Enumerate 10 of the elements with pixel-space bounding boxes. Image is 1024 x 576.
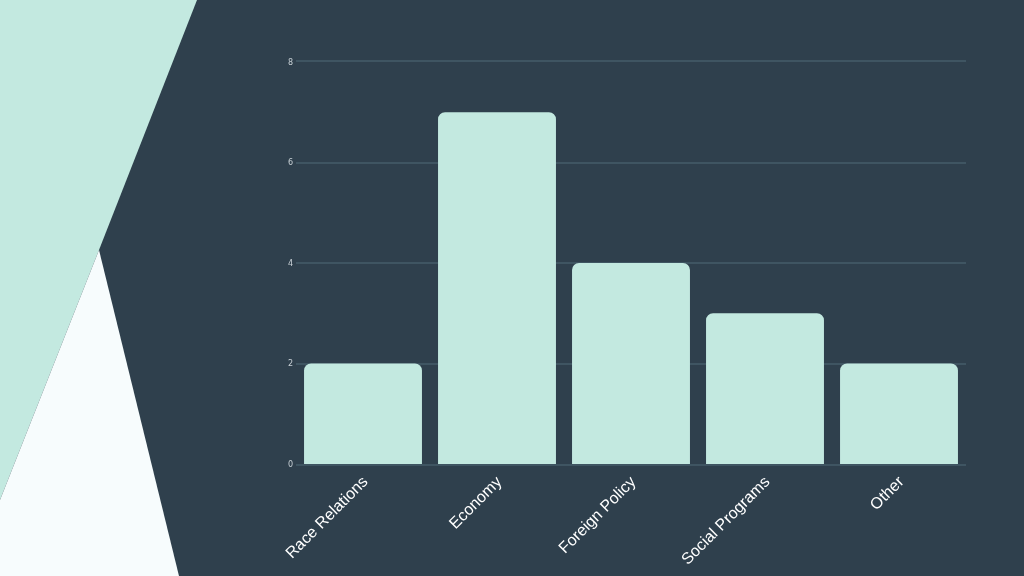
bar [438,112,556,464]
y-tick-label: 8 [287,57,293,67]
y-tick-label: 4 [287,258,293,268]
bar [706,313,824,464]
y-tick-label: 6 [287,158,293,168]
y-tick-label: 0 [287,459,293,469]
bar [840,363,958,464]
bar [304,363,422,464]
y-tick-label: 2 [287,359,293,369]
bar [572,263,690,464]
